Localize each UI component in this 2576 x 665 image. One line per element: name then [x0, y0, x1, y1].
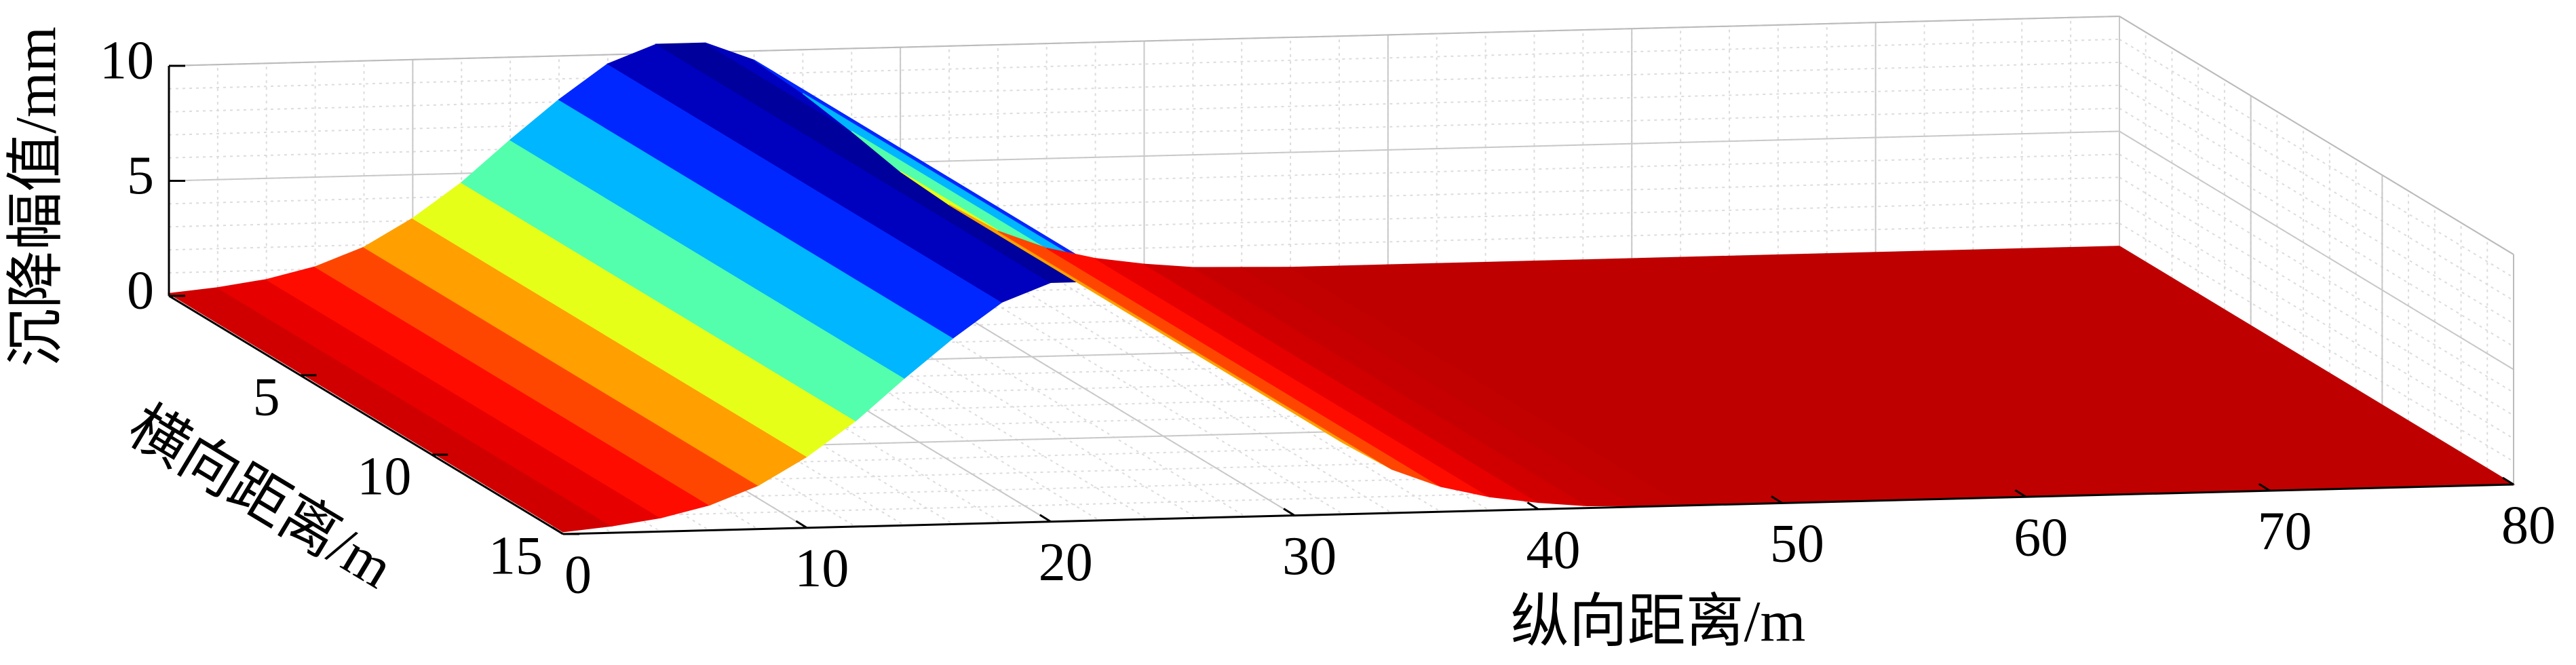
x-tick-label: 0: [564, 545, 592, 605]
minor-grid: [997, 274, 1393, 514]
y-tick-label: 10: [357, 446, 411, 506]
minor-grid: [2119, 223, 2514, 462]
minor-grid: [2119, 200, 2514, 440]
box-edge: [168, 16, 2120, 66]
grid-line: [2119, 130, 2514, 370]
x-tick-label: 20: [1039, 533, 1093, 592]
z-axis-label: 沉降幅值/mm: [3, 26, 69, 367]
minor-grid: [2119, 107, 2514, 347]
x-tick: [2258, 482, 2271, 492]
x-tick-label: 10: [794, 539, 849, 598]
x-tick: [1283, 508, 1295, 516]
box-edge: [2119, 16, 2514, 255]
z-tick-label: 0: [127, 261, 154, 320]
minor-grid: [2119, 153, 2514, 394]
x-tick-label: 80: [2501, 495, 2556, 555]
x-axis-label: 纵向距离/m: [1511, 589, 1806, 654]
x-tick: [1771, 495, 1783, 504]
y-axis: [168, 294, 564, 535]
x-tick-label: 30: [1282, 527, 1337, 586]
x-tick-label: 40: [1526, 520, 1581, 580]
x-tick-label: 70: [2258, 501, 2312, 561]
minor-grid: [2119, 84, 2514, 324]
x-tick-label: 50: [1770, 514, 1824, 574]
x-tick-label: 60: [2014, 508, 2068, 568]
minor-grid: [2119, 176, 2514, 417]
minor-grid: [948, 275, 1344, 515]
x-tick: [1526, 501, 1539, 510]
x-tick: [1039, 514, 1052, 523]
y-tick-label: 5: [253, 367, 280, 427]
x-tick: [2502, 476, 2514, 486]
y-tick-label: 15: [488, 526, 543, 586]
x-tick: [552, 526, 564, 535]
z-tick-label: 10: [100, 31, 154, 90]
z-tick-label: 5: [127, 146, 154, 206]
x-tick: [2014, 489, 2027, 498]
minor-grid: [1046, 273, 1442, 513]
x-tick: [795, 520, 808, 529]
minor-grid: [2119, 61, 2514, 301]
minor-grid: [2119, 39, 2514, 278]
